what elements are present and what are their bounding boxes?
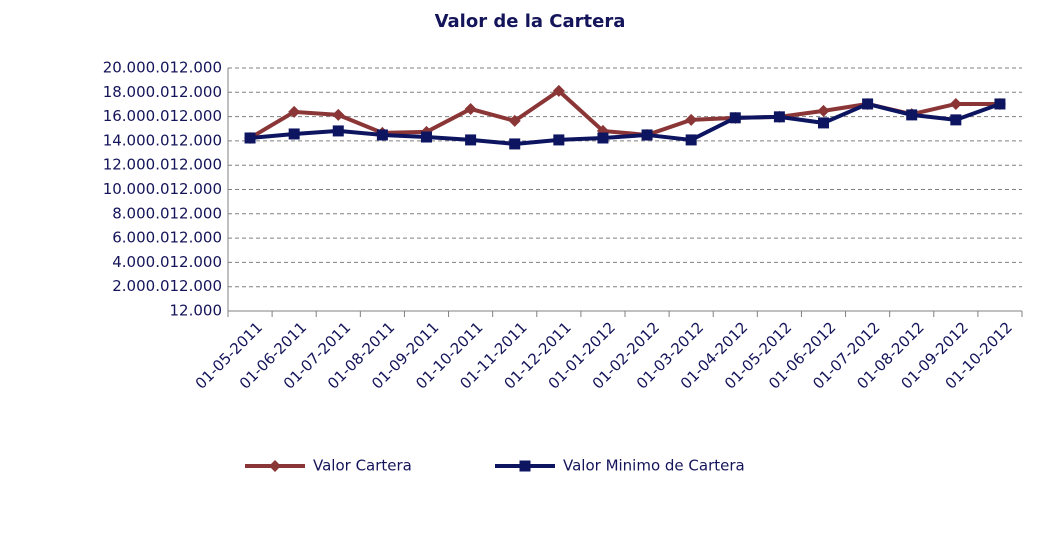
- y-tick-label: 10.000.012.000: [103, 180, 222, 198]
- point: [508, 114, 521, 127]
- point: [509, 138, 521, 150]
- point: [949, 97, 962, 110]
- y-tick-label: 2.000.012.000: [112, 277, 222, 295]
- y-tick-label: 4.000.012.000: [112, 253, 222, 271]
- point: [376, 129, 388, 141]
- point: [994, 98, 1006, 110]
- point: [685, 134, 697, 146]
- point: [818, 117, 829, 129]
- y-tick-label: 6.000.012.000: [112, 229, 222, 247]
- point: [729, 112, 741, 124]
- point: [817, 104, 830, 117]
- point: [641, 129, 653, 141]
- point: [465, 134, 477, 146]
- point: [464, 102, 477, 115]
- series-line: [249, 88, 1000, 140]
- point: [332, 125, 344, 137]
- point: [288, 105, 301, 118]
- y-tick-label: 12.000.012.000: [103, 156, 222, 174]
- legend-marker: [269, 460, 281, 472]
- point: [421, 131, 432, 143]
- point: [597, 132, 609, 144]
- point: [332, 108, 345, 121]
- point: [244, 132, 256, 144]
- point: [773, 111, 785, 123]
- chart-title: Valor de la Cartera: [435, 11, 626, 32]
- point: [685, 113, 698, 126]
- y-tick-label: 18.000.012.000: [103, 83, 222, 101]
- point: [862, 98, 874, 110]
- legend-label: Valor Cartera: [313, 457, 412, 475]
- point: [288, 128, 300, 140]
- legend-marker: [519, 460, 531, 472]
- legend-label: Valor Minimo de Cartera: [563, 457, 745, 475]
- y-tick-label: 14.000.012.000: [103, 131, 222, 149]
- y-tick-label: 8.000.012.000: [112, 204, 222, 222]
- point: [906, 109, 918, 121]
- y-tick-label: 12.000: [170, 302, 223, 320]
- point: [552, 84, 565, 97]
- series-line: [249, 101, 1001, 146]
- y-tick-label: 16.000.012.000: [103, 107, 222, 125]
- y-tick-label: 20.000.012.000: [103, 59, 222, 77]
- point: [553, 134, 565, 146]
- point: [950, 114, 962, 126]
